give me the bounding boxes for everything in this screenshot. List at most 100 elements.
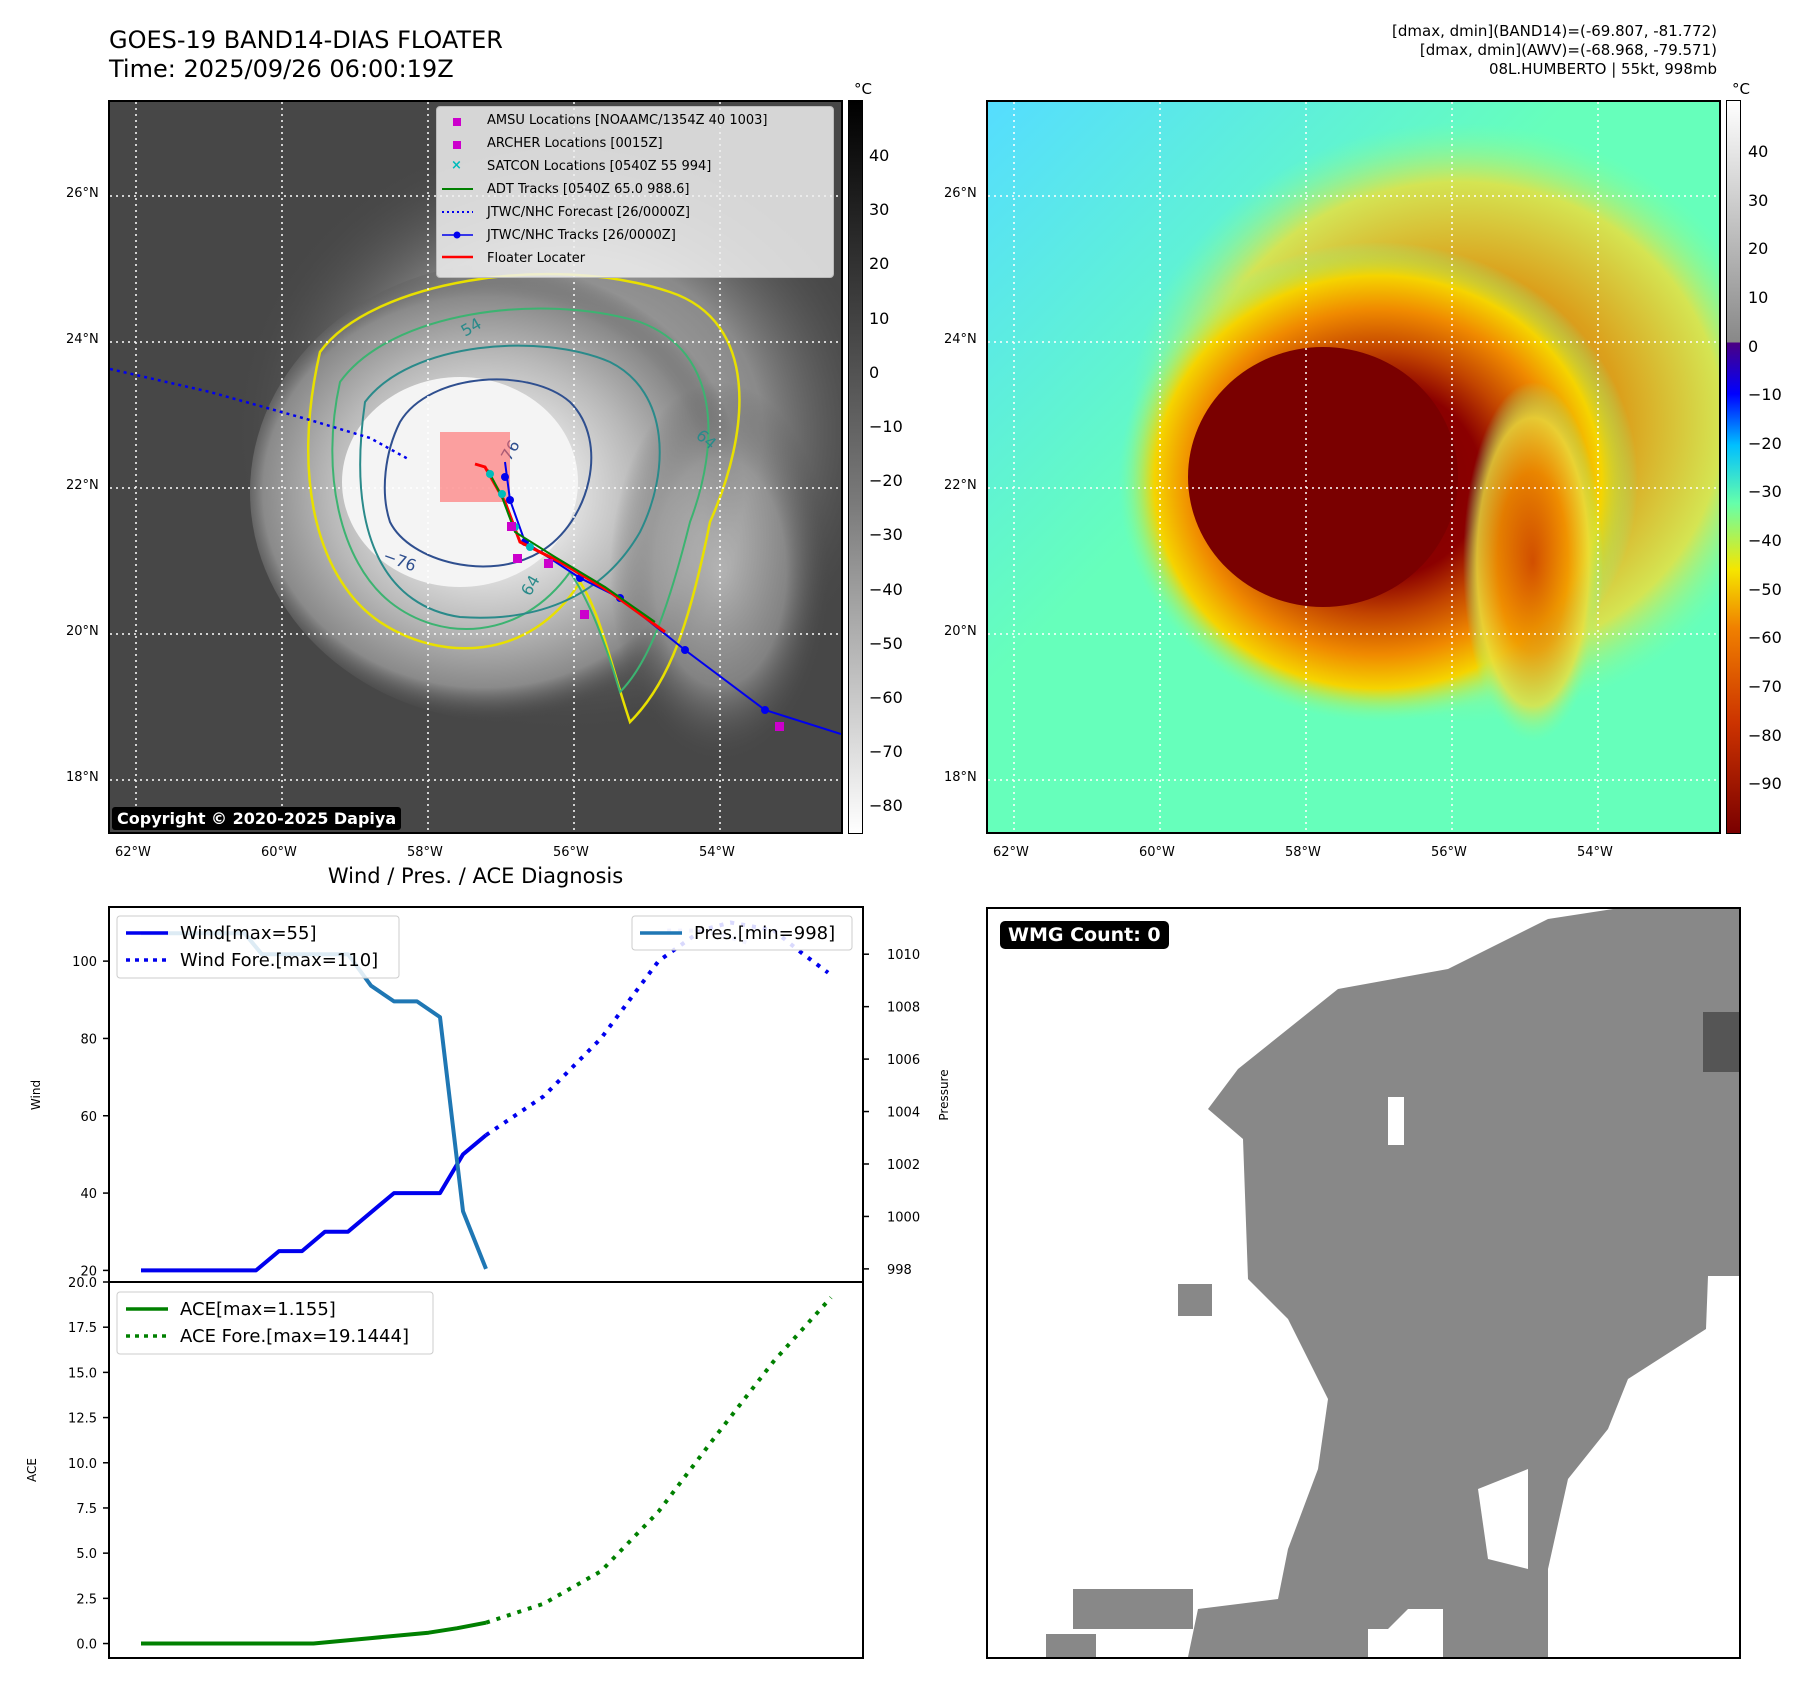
wind-tick-label: 80 [80, 1032, 97, 1047]
pressure-axis-label: Pressure [937, 1069, 951, 1120]
lon-label: 58°W [407, 845, 443, 860]
svg-text:×: × [451, 158, 462, 173]
pressure-legend: Pres.[min=998] [631, 915, 853, 951]
pressure-tick-label: 998 [887, 1263, 912, 1278]
legend-floater: Floater Locater [487, 251, 586, 266]
ir-colorbar-ticks: 40 30 20 10 0 −10 −20 −30 −40 −50 −60 −7… [869, 146, 903, 815]
ace-tick-label: 12.5 [68, 1412, 97, 1427]
ace-tick-label: 17.5 [68, 1321, 97, 1336]
lat-label: 22°N [944, 478, 977, 493]
lat-label: 18°N [944, 770, 977, 785]
lat-label: 24°N [944, 332, 977, 347]
legend-adt: ADT Tracks [0540Z 65.0 988.6] [487, 182, 690, 197]
wmg-dark-patch [1703, 1012, 1739, 1072]
wind-yticks: 20 40 60 80 100 [72, 955, 109, 1279]
legend-jtwc-tracks: JTWC/NHC Tracks [26/0000Z] [487, 228, 676, 243]
chart-title: GOES-19 BAND14-DIAS FLOATER Time: 2025/0… [109, 26, 503, 84]
legend-archer: ARCHER Locations [0015Z] [487, 136, 663, 151]
pressure-tick-label: 1008 [887, 1001, 920, 1016]
amsu-archer-markers [507, 522, 784, 731]
wind-tick-label: 40 [80, 1187, 97, 1202]
lat-label: 20°N [66, 624, 99, 639]
lon-label: 56°W [1431, 845, 1467, 860]
title-line-2: Time: 2025/09/26 06:00:19Z [109, 55, 454, 83]
pressure-tick-label: 1010 [887, 948, 920, 963]
legend-amsu: AMSU Locations [NOAAMC/1354Z 40 1003] [487, 113, 768, 128]
lat-label: 26°N [944, 186, 977, 201]
ace-legend: ACE[max=1.155] ACE Fore.[max=19.1444] [116, 1291, 434, 1355]
info-line-3: 08L.HUMBERTO | 55kt, 998mb [1488, 60, 1717, 78]
lon-label: 60°W [261, 845, 297, 860]
lat-label: 24°N [66, 332, 99, 347]
lon-label: 58°W [1285, 845, 1321, 860]
wind-legend: Wind[max=55] Wind Fore.[max=110] [116, 915, 400, 979]
lon-label: 62°W [993, 845, 1029, 860]
lon-label: 60°W [1139, 845, 1175, 860]
ace-tick-label: 15.0 [68, 1366, 97, 1381]
wind-tick-label: 100 [72, 955, 97, 970]
info-line-1: [dmax, dmin](BAND14)=(-69.807, -81.772) [1392, 22, 1717, 40]
wmg-count-badge: WMG Count: 0 [1000, 921, 1169, 949]
wmg-gap [1478, 1469, 1528, 1569]
wind-line [141, 1133, 488, 1273]
wind-tick-label: 20 [80, 1264, 97, 1279]
wmg-patch [1046, 1634, 1096, 1657]
awv-colorbar-ticks: 40 30 20 10 0 −10 −20 −30 −40 −50 −60 −7… [1748, 142, 1782, 793]
wmg-map [1046, 909, 1739, 1657]
ace-tick-label: 20.0 [68, 1276, 97, 1291]
legend-wind: Wind[max=55] [180, 923, 317, 944]
pressure-yticks: 998 1000 1002 1004 1006 1008 1010 [863, 948, 920, 1278]
wmg-panel: WMG Count: 0 [986, 907, 1741, 1659]
legend-pressure: Pres.[min=998] [694, 923, 835, 944]
lon-label: 56°W [553, 845, 589, 860]
title-line-1: GOES-19 BAND14-DIAS FLOATER [109, 26, 503, 54]
legend-wind-forecast: Wind Fore.[max=110] [180, 950, 378, 971]
awv-map [988, 102, 1719, 832]
lat-label: 26°N [66, 186, 99, 201]
awv-colorbar [1726, 100, 1741, 834]
intensity-info: [dmax, dmin](BAND14)=(-69.807, -81.772) … [1392, 22, 1717, 79]
pressure-line [141, 931, 488, 1270]
info-line-2: [dmax, dmin](AWV)=(-68.968, -79.571) [1419, 41, 1717, 59]
wind-tick-label: 60 [80, 1110, 97, 1125]
pressure-tick-label: 1004 [887, 1106, 920, 1121]
legend-satcon: SATCON Locations [0540Z 55 994] [487, 159, 712, 174]
ace-yticks: 0.0 2.5 5.0 7.5 10.0 12.5 15.0 17.5 20.0 [68, 1276, 109, 1653]
jtwc-track [504, 461, 841, 735]
wmg-patch [1073, 1589, 1193, 1629]
map-legend: × AMSU Locations [NOAAMC/1354Z 40 1003] … [436, 106, 834, 278]
diagnosis-title: Wind / Pres. / ACE Diagnosis [327, 864, 624, 888]
lon-label: 54°W [699, 845, 735, 860]
ace-line [141, 1620, 487, 1646]
ir-map-panel: 54 64 76 −76 64 × [108, 100, 843, 834]
lat-label: 18°N [66, 770, 99, 785]
lat-label: 22°N [66, 478, 99, 493]
legend-ace-forecast: ACE Fore.[max=19.1444] [180, 1326, 409, 1347]
awv-map-panel [986, 100, 1721, 834]
legend-jtwc-forecast: JTWC/NHC Forecast [26/0000Z] [487, 205, 690, 220]
ace-tick-label: 0.0 [76, 1638, 97, 1653]
ir-colorbar [848, 100, 863, 834]
ace-axis-label: ACE [25, 1458, 39, 1482]
pressure-tick-label: 1000 [887, 1210, 920, 1225]
ace-tick-label: 2.5 [76, 1592, 97, 1607]
ace-forecast-line [485, 1296, 833, 1625]
lat-label: 20°N [944, 624, 977, 639]
legend-ace: ACE[max=1.155] [180, 1299, 336, 1320]
wmg-gap [1388, 1097, 1404, 1145]
ace-tick-label: 7.5 [76, 1502, 97, 1517]
ace-axes-frame [108, 1281, 864, 1659]
wmg-region [1188, 909, 1739, 1657]
pressure-tick-label: 1002 [887, 1158, 920, 1173]
ir-colorbar-unit: °C [854, 80, 872, 98]
awv-map-gridlines [988, 102, 1719, 832]
wind-axis-label: Wind [29, 1080, 43, 1110]
wind-forecast-line [484, 920, 830, 1137]
awv-colorbar-unit: °C [1732, 80, 1750, 98]
lon-label: 54°W [1577, 845, 1613, 860]
ace-tick-label: 10.0 [68, 1457, 97, 1472]
pressure-tick-label: 1006 [887, 1053, 920, 1068]
ace-tick-label: 5.0 [76, 1547, 97, 1562]
lon-label: 62°W [115, 845, 151, 860]
